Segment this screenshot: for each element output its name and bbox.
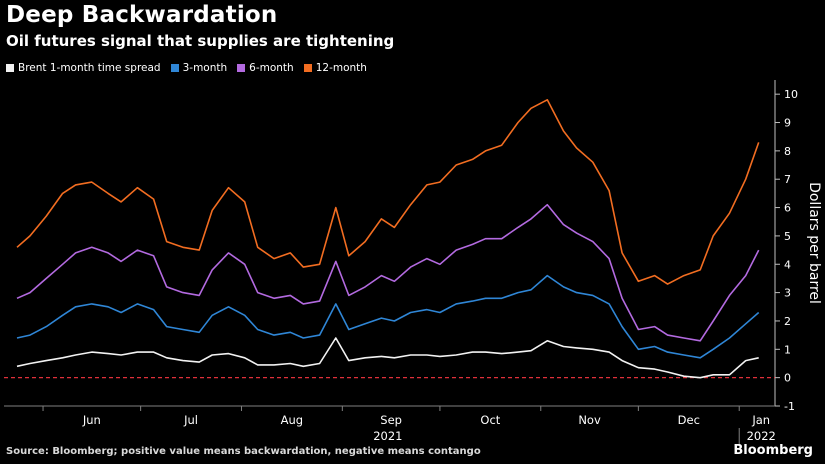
y-tick-label: 2: [784, 315, 791, 328]
y-axis-label: Dollars per barrel: [806, 182, 822, 304]
legend-swatch-6-month: [237, 64, 246, 72]
legend-label-6-month: 6-month: [249, 62, 294, 74]
legend-swatch-12-month: [303, 64, 312, 72]
x-tick-label: Aug: [281, 413, 303, 427]
3-month-line: [16, 274, 760, 359]
x-tick-label: Nov: [578, 413, 601, 427]
y-tick-label: 6: [784, 202, 791, 215]
legend-label-3-month: 3-month: [182, 62, 228, 74]
legend-item-brent: Brent 1-month time spread: [6, 62, 161, 74]
x-tick-label: Jun: [82, 413, 101, 427]
x-tick-label: Oct: [480, 413, 500, 427]
12-month-line: [16, 99, 760, 285]
y-tick-label: 3: [784, 287, 791, 300]
legend-item-12-month: 12-month: [303, 62, 367, 74]
x-tick-label: Dec: [678, 413, 700, 427]
y-tick-label: 8: [784, 145, 791, 158]
legend-item-6-month: 6-month: [237, 62, 294, 74]
x-tick-label: Sep: [380, 413, 402, 427]
legend-swatch-3-month: [170, 64, 179, 72]
y-tick-label: 5: [784, 230, 791, 243]
y-tick-label: 7: [784, 173, 791, 186]
bloomberg-logo: Bloomberg: [733, 443, 813, 458]
y-tick-label: -1: [784, 400, 795, 413]
chart-subtitle: Oil futures signal that supplies are tig…: [6, 32, 395, 50]
legend-swatch-brent: [6, 64, 14, 72]
y-tick-label: 1: [784, 343, 791, 356]
6-month-line: [16, 203, 760, 342]
y-tick-label: 0: [784, 372, 791, 385]
y-tick-label: 10: [784, 88, 798, 101]
x-year-label: 2021: [373, 429, 402, 443]
x-tick-label: Jul: [183, 413, 198, 427]
legend: Brent 1-month time spread 3-month 6-mont…: [6, 62, 367, 74]
x-year-label: 2022: [747, 429, 776, 443]
chart-title: Deep Backwardation: [6, 2, 278, 28]
brent-spread-line: [16, 337, 759, 379]
y-tick-label: 9: [784, 117, 791, 130]
legend-label-brent: Brent 1-month time spread: [18, 62, 161, 74]
y-tick-label: 4: [784, 258, 791, 271]
legend-item-3-month: 3-month: [170, 62, 228, 74]
legend-label-12-month: 12-month: [315, 62, 367, 74]
x-tick-label: Jan: [751, 413, 770, 427]
source-note: Source: Bloomberg; positive value means …: [6, 446, 481, 457]
